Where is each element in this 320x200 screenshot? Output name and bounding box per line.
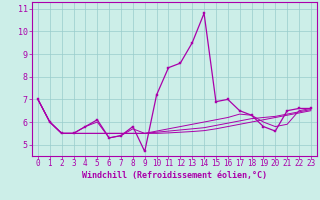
X-axis label: Windchill (Refroidissement éolien,°C): Windchill (Refroidissement éolien,°C) bbox=[82, 171, 267, 180]
